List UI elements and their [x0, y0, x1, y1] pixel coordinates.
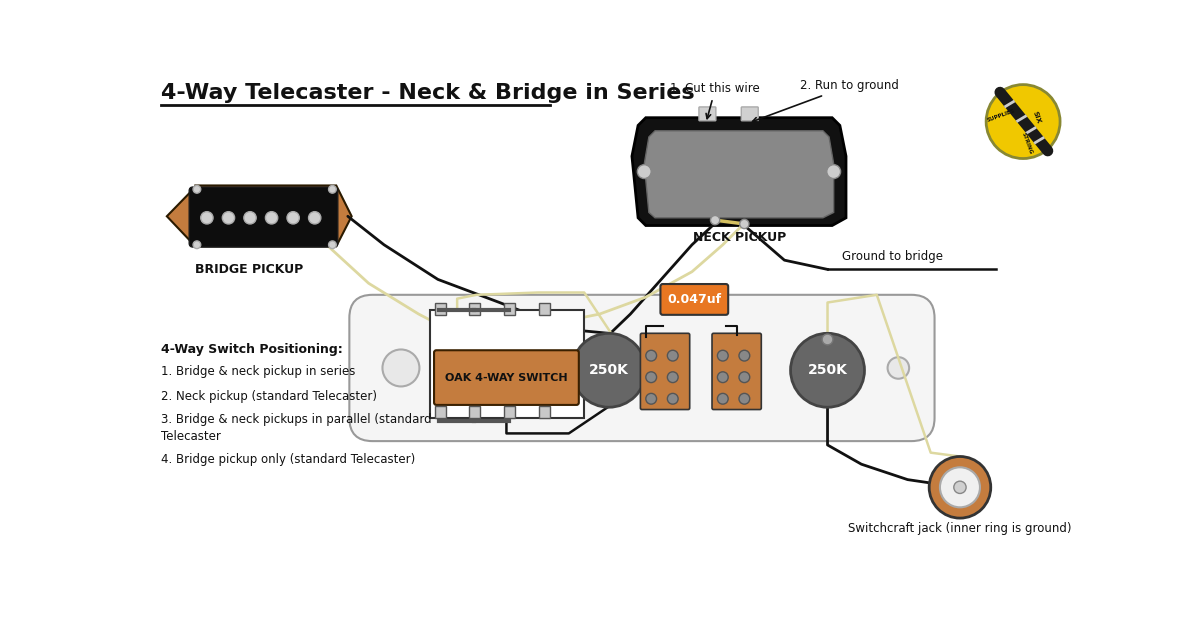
FancyBboxPatch shape — [434, 350, 578, 405]
FancyBboxPatch shape — [469, 303, 480, 315]
Circle shape — [929, 457, 991, 518]
Circle shape — [888, 357, 910, 379]
Circle shape — [265, 212, 277, 224]
Circle shape — [667, 350, 678, 361]
Circle shape — [637, 165, 652, 178]
FancyBboxPatch shape — [660, 284, 728, 315]
FancyBboxPatch shape — [712, 333, 761, 409]
Polygon shape — [167, 185, 352, 246]
Circle shape — [308, 212, 320, 224]
Circle shape — [667, 393, 678, 404]
Text: 250K: 250K — [808, 363, 847, 377]
Circle shape — [646, 350, 656, 361]
FancyBboxPatch shape — [190, 187, 338, 247]
Text: STRING: STRING — [1021, 131, 1033, 155]
Circle shape — [739, 372, 750, 382]
Circle shape — [572, 333, 646, 407]
Circle shape — [222, 212, 235, 224]
FancyBboxPatch shape — [539, 303, 550, 315]
Circle shape — [986, 85, 1060, 158]
Circle shape — [718, 393, 728, 404]
FancyBboxPatch shape — [504, 406, 515, 418]
Text: NECK PICKUP: NECK PICKUP — [694, 231, 786, 244]
Text: Switchcraft jack (inner ring is ground): Switchcraft jack (inner ring is ground) — [848, 522, 1072, 535]
Circle shape — [718, 372, 728, 382]
FancyBboxPatch shape — [431, 310, 584, 418]
Circle shape — [244, 212, 256, 224]
Circle shape — [329, 185, 336, 193]
Circle shape — [954, 481, 966, 494]
Text: 250K: 250K — [589, 363, 629, 377]
Text: SUPPLIES: SUPPLIES — [986, 108, 1016, 123]
Circle shape — [710, 215, 720, 225]
Circle shape — [667, 372, 678, 382]
Circle shape — [718, 350, 728, 361]
Circle shape — [383, 349, 420, 386]
Text: 2. Run to ground: 2. Run to ground — [752, 79, 899, 122]
Circle shape — [200, 212, 214, 224]
FancyBboxPatch shape — [469, 406, 480, 418]
Text: 4. Bridge pickup only (standard Telecaster): 4. Bridge pickup only (standard Telecast… — [161, 453, 415, 465]
Text: Ground to bridge: Ground to bridge — [842, 250, 943, 263]
Text: 0.047uf: 0.047uf — [667, 293, 721, 306]
Text: 1. Bridge & neck pickup in series: 1. Bridge & neck pickup in series — [161, 365, 355, 378]
FancyBboxPatch shape — [539, 406, 550, 418]
FancyBboxPatch shape — [698, 107, 716, 121]
Circle shape — [791, 333, 864, 407]
Circle shape — [822, 334, 833, 345]
Text: 2. Neck pickup (standard Telecaster): 2. Neck pickup (standard Telecaster) — [161, 389, 377, 403]
FancyBboxPatch shape — [434, 406, 445, 418]
Circle shape — [329, 241, 336, 249]
Text: 3. Bridge & neck pickups in parallel (standard
Telecaster: 3. Bridge & neck pickups in parallel (st… — [161, 413, 431, 443]
Circle shape — [739, 393, 750, 404]
Circle shape — [739, 350, 750, 361]
FancyBboxPatch shape — [641, 333, 690, 409]
Circle shape — [287, 212, 299, 224]
Polygon shape — [644, 131, 834, 218]
Circle shape — [646, 372, 656, 382]
Polygon shape — [632, 117, 846, 225]
Text: OAK 4-WAY SWITCH: OAK 4-WAY SWITCH — [445, 373, 568, 383]
Circle shape — [940, 467, 980, 507]
Text: 1. Cut this wire: 1. Cut this wire — [671, 82, 760, 119]
Text: BRIDGE PICKUP: BRIDGE PICKUP — [196, 263, 304, 276]
FancyBboxPatch shape — [349, 295, 935, 441]
FancyBboxPatch shape — [434, 303, 445, 315]
Text: 4-Way Telecaster - Neck & Bridge in Series: 4-Way Telecaster - Neck & Bridge in Seri… — [161, 83, 695, 103]
Circle shape — [193, 185, 200, 193]
Text: 4-Way Switch Positioning:: 4-Way Switch Positioning: — [161, 344, 342, 356]
Circle shape — [827, 165, 841, 178]
Circle shape — [739, 219, 749, 229]
Text: SIX: SIX — [1032, 111, 1042, 125]
FancyBboxPatch shape — [742, 107, 758, 121]
Circle shape — [193, 241, 200, 249]
FancyBboxPatch shape — [504, 303, 515, 315]
Circle shape — [646, 393, 656, 404]
